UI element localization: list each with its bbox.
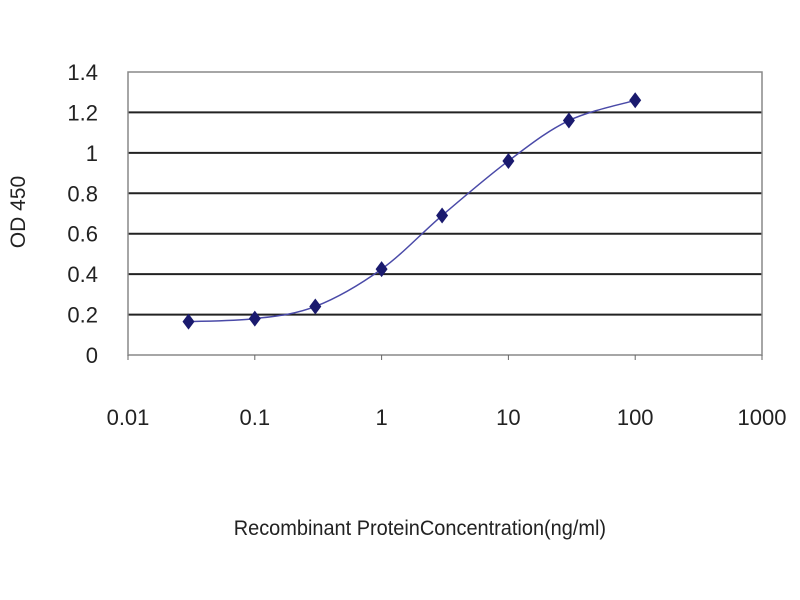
plot-area bbox=[127, 71, 763, 356]
y-tick-label: 1 bbox=[86, 141, 98, 166]
x-tick-label: 10 bbox=[496, 405, 520, 430]
y-tick-label: 0.8 bbox=[67, 181, 98, 206]
x-tick-label: 0.1 bbox=[240, 405, 271, 430]
gridlines bbox=[128, 111, 762, 316]
x-tick-label: 1000 bbox=[738, 405, 787, 430]
series-line bbox=[188, 99, 636, 323]
series bbox=[182, 92, 642, 330]
y-axis: 0 0.2 0.4 0.6 0.8 1 1.2 1.4 bbox=[67, 60, 98, 368]
x-axis-label: Recombinant ProteinConcentration(ng/ml) bbox=[234, 517, 606, 541]
data-point bbox=[629, 92, 642, 109]
x-tick-label: 0.01 bbox=[107, 405, 150, 430]
y-tick-label: 0.6 bbox=[67, 222, 98, 247]
y-tick-label: 0.2 bbox=[67, 303, 98, 328]
data-point bbox=[436, 207, 449, 224]
data-point bbox=[562, 112, 575, 129]
y-tick-label: 1.2 bbox=[67, 100, 98, 125]
y-tick-label: 1.4 bbox=[67, 60, 98, 85]
y-axis-label: OD 450 bbox=[7, 176, 30, 248]
x-axis: 0.01 0.1 1 10 100 1000 bbox=[107, 355, 787, 430]
y-tick-label: 0 bbox=[86, 343, 98, 368]
x-tick-label: 100 bbox=[617, 405, 654, 430]
y-tick-label: 0.4 bbox=[67, 262, 98, 287]
data-point bbox=[248, 310, 261, 327]
data-point bbox=[375, 261, 388, 278]
data-point bbox=[182, 313, 195, 330]
x-tick-label: 1 bbox=[375, 405, 387, 430]
data-point bbox=[309, 298, 322, 315]
data-point bbox=[502, 152, 515, 169]
